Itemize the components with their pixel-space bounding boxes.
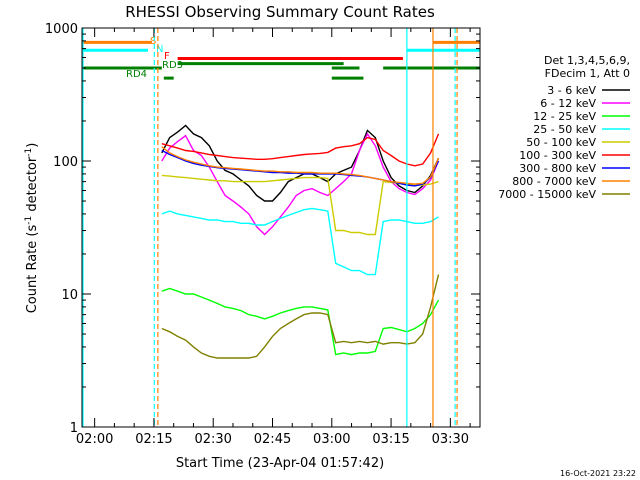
- x-tick-label: 02:45: [254, 432, 291, 447]
- series-line: [161, 274, 440, 359]
- x-axis-label: Start Time (23-Apr-04 01:57:42): [176, 456, 384, 471]
- legend-entry-label: 100 - 300 keV: [519, 149, 596, 162]
- y-tick-label: 100: [53, 155, 78, 170]
- flag-label: RD4: [126, 69, 147, 80]
- x-tick-label: 02:30: [194, 432, 231, 447]
- y-axis-label-sup2: -1: [24, 148, 34, 157]
- legend: Det 1,3,4,5,6,9, FDecim 1, Att 0 3 - 6 k…: [498, 54, 630, 201]
- series-line: [161, 124, 440, 202]
- x-tick-label: 03:15: [372, 432, 409, 447]
- plot-frame: [81, 27, 481, 428]
- legend-entry-label: 25 - 50 keV: [533, 123, 596, 136]
- y-tick-label: 10: [61, 288, 78, 303]
- flag-label: N: [156, 44, 163, 55]
- generation-timestamp: 16-Oct-2021 23:22: [560, 469, 636, 478]
- tick-layer: 02:00 02:15 02:30 02:45 03:00 03:15 03:30 1 10 10…: [45, 22, 480, 447]
- legend-header-detectors: Det 1,3,4,5,6,9,: [544, 54, 630, 67]
- legend-entry-label: 7000 - 15000 keV: [498, 188, 596, 201]
- y-tick-label: 1000: [45, 22, 78, 37]
- legend-entry-label: 300 - 800 keV: [519, 162, 596, 175]
- legend-entry-label: 12 - 25 keV: [533, 110, 596, 123]
- marker-layer: [82, 28, 458, 427]
- series-line: [161, 149, 440, 187]
- legend-entry-label: 3 - 6 keV: [547, 84, 596, 97]
- legend-entry-label: 6 - 12 keV: [540, 97, 596, 110]
- series-line: [161, 287, 440, 356]
- x-tick-label: 03:00: [313, 432, 350, 447]
- x-tick-label: 03:30: [432, 432, 469, 447]
- y-axis-label-end: ): [25, 143, 40, 148]
- x-tick-label: 02:00: [76, 432, 113, 447]
- flag-label: RD3: [162, 60, 183, 71]
- flag-label: F: [164, 51, 170, 62]
- flag-label: S: [150, 36, 156, 47]
- legend-entry-label: 800 - 7000 keV: [512, 175, 596, 188]
- legend-entry-label: 50 - 100 keV: [526, 136, 596, 149]
- series-line: [161, 133, 440, 167]
- legend-header-decim: FDecim 1, Att 0: [545, 67, 630, 80]
- chart-title: RHESSI Observing Summary Count Rates: [125, 3, 435, 21]
- y-tick-label: 1: [70, 421, 78, 436]
- y-axis-label-main: Count Rate (s: [25, 225, 40, 314]
- series-line: [161, 146, 440, 185]
- series-line: [161, 207, 439, 276]
- y-axis-label: Count Rate (s-1 detector-1): [24, 143, 40, 314]
- series-layer: [161, 124, 440, 359]
- y-axis-label-mid: detector: [25, 156, 40, 216]
- y-axis-label-sup1: -1: [24, 216, 34, 225]
- x-tick-label: 02:15: [135, 432, 172, 447]
